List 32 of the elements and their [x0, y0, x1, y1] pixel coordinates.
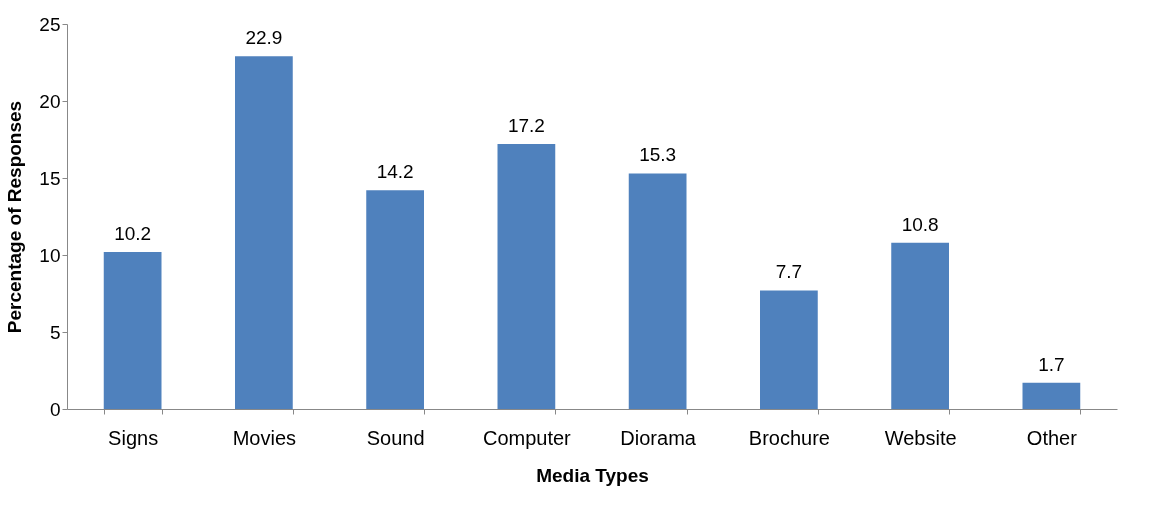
- bar: [103, 251, 162, 409]
- x-tick-label: Brochure: [748, 426, 830, 449]
- data-label: 1.7: [1038, 353, 1065, 375]
- y-tick-label: 10: [39, 244, 61, 266]
- y-tick-label: 0: [49, 398, 61, 420]
- data-label: 10.2: [114, 222, 152, 244]
- bar: [891, 242, 949, 409]
- x-axis-title: Media Types: [536, 464, 649, 486]
- bar: [628, 173, 687, 409]
- y-tick-label: 15: [39, 167, 61, 189]
- bar: [760, 290, 818, 409]
- data-label: 22.9: [245, 27, 283, 49]
- bar: [235, 56, 293, 409]
- y-tick-label: 5: [49, 321, 61, 343]
- x-tick-label: Other: [1026, 426, 1078, 449]
- bar: [1022, 382, 1081, 409]
- data-label: 14.2: [376, 161, 414, 183]
- bar: [366, 190, 424, 409]
- x-tick-label: Sound: [366, 426, 425, 449]
- x-tick-label: Computer: [482, 426, 572, 449]
- bar: [497, 144, 556, 409]
- data-label: 10.8: [901, 213, 939, 235]
- data-label: 7.7: [775, 261, 803, 283]
- x-tick-label: Movies: [232, 426, 297, 449]
- y-tick-label: 20: [39, 90, 61, 112]
- data-label: 17.2: [507, 115, 545, 137]
- x-tick-label: Website: [884, 426, 957, 449]
- x-tick-label: Signs: [108, 426, 159, 449]
- y-axis-title: Percentage of Responses: [4, 100, 26, 334]
- y-tick-label: 25: [39, 13, 61, 35]
- data-label: 15.3: [639, 144, 677, 166]
- x-tick-label: Diorama: [620, 426, 697, 449]
